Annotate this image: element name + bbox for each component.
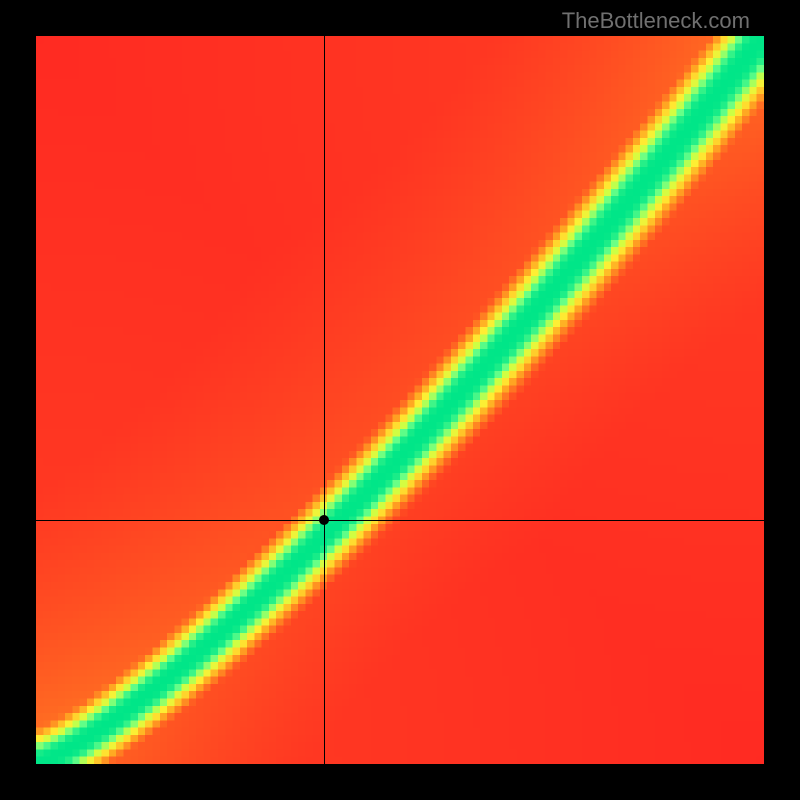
crosshair-vertical bbox=[324, 36, 325, 764]
crosshair-horizontal bbox=[36, 520, 764, 521]
heatmap-canvas bbox=[36, 36, 764, 764]
watermark-text: TheBottleneck.com bbox=[562, 8, 750, 34]
heatmap-plot bbox=[36, 36, 764, 764]
crosshair-marker bbox=[319, 515, 329, 525]
